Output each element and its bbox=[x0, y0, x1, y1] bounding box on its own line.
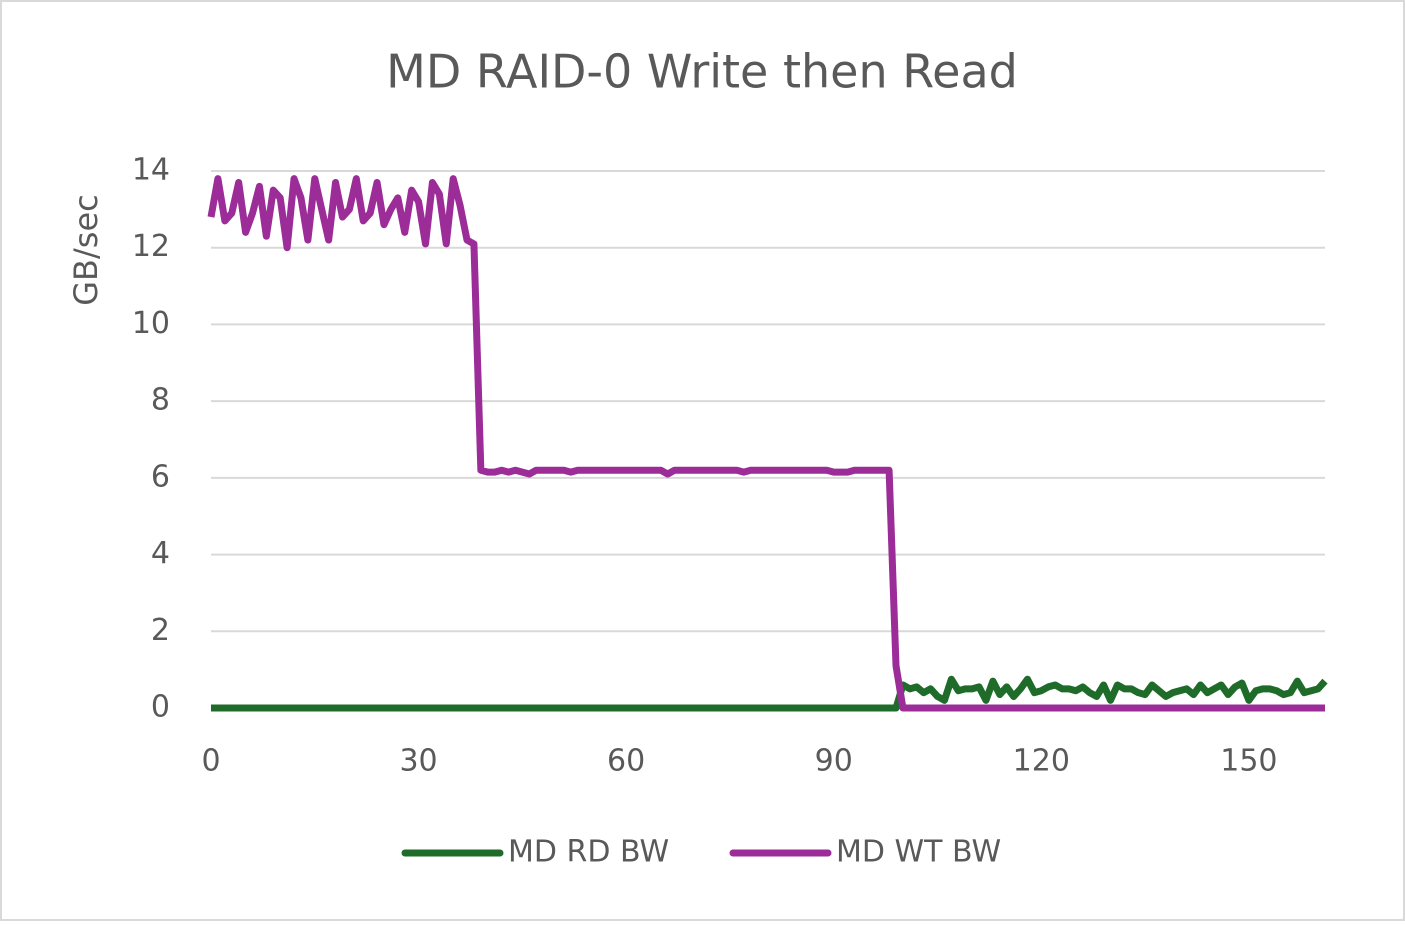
x-tick-label: 60 bbox=[607, 744, 645, 779]
y-tick-label: 4 bbox=[151, 536, 170, 571]
data-line bbox=[211, 675, 1328, 712]
legend-label: MD WT BW bbox=[836, 835, 1001, 870]
x-tick-label: 90 bbox=[815, 744, 853, 779]
y-tick-label: 6 bbox=[151, 459, 170, 494]
y-tick-label: 8 bbox=[151, 383, 170, 418]
y-axis-label: GB/sec bbox=[67, 194, 105, 305]
legend-label: MD RD BW bbox=[508, 835, 669, 870]
y-tick-label: 2 bbox=[151, 613, 170, 648]
x-tick-label: 120 bbox=[1013, 744, 1070, 779]
y-tick-label: 12 bbox=[132, 229, 170, 264]
x-tick-label: 150 bbox=[1220, 744, 1277, 779]
y-tick-label: 14 bbox=[132, 153, 170, 188]
data-line bbox=[207, 175, 1325, 712]
x-tick-label: 0 bbox=[201, 744, 220, 779]
x-tick-label: 30 bbox=[399, 744, 437, 779]
y-tick-label: 0 bbox=[151, 690, 170, 725]
y-tick-label: 10 bbox=[132, 306, 170, 341]
chart-title: MD RAID-0 Write then Read bbox=[386, 45, 1018, 99]
